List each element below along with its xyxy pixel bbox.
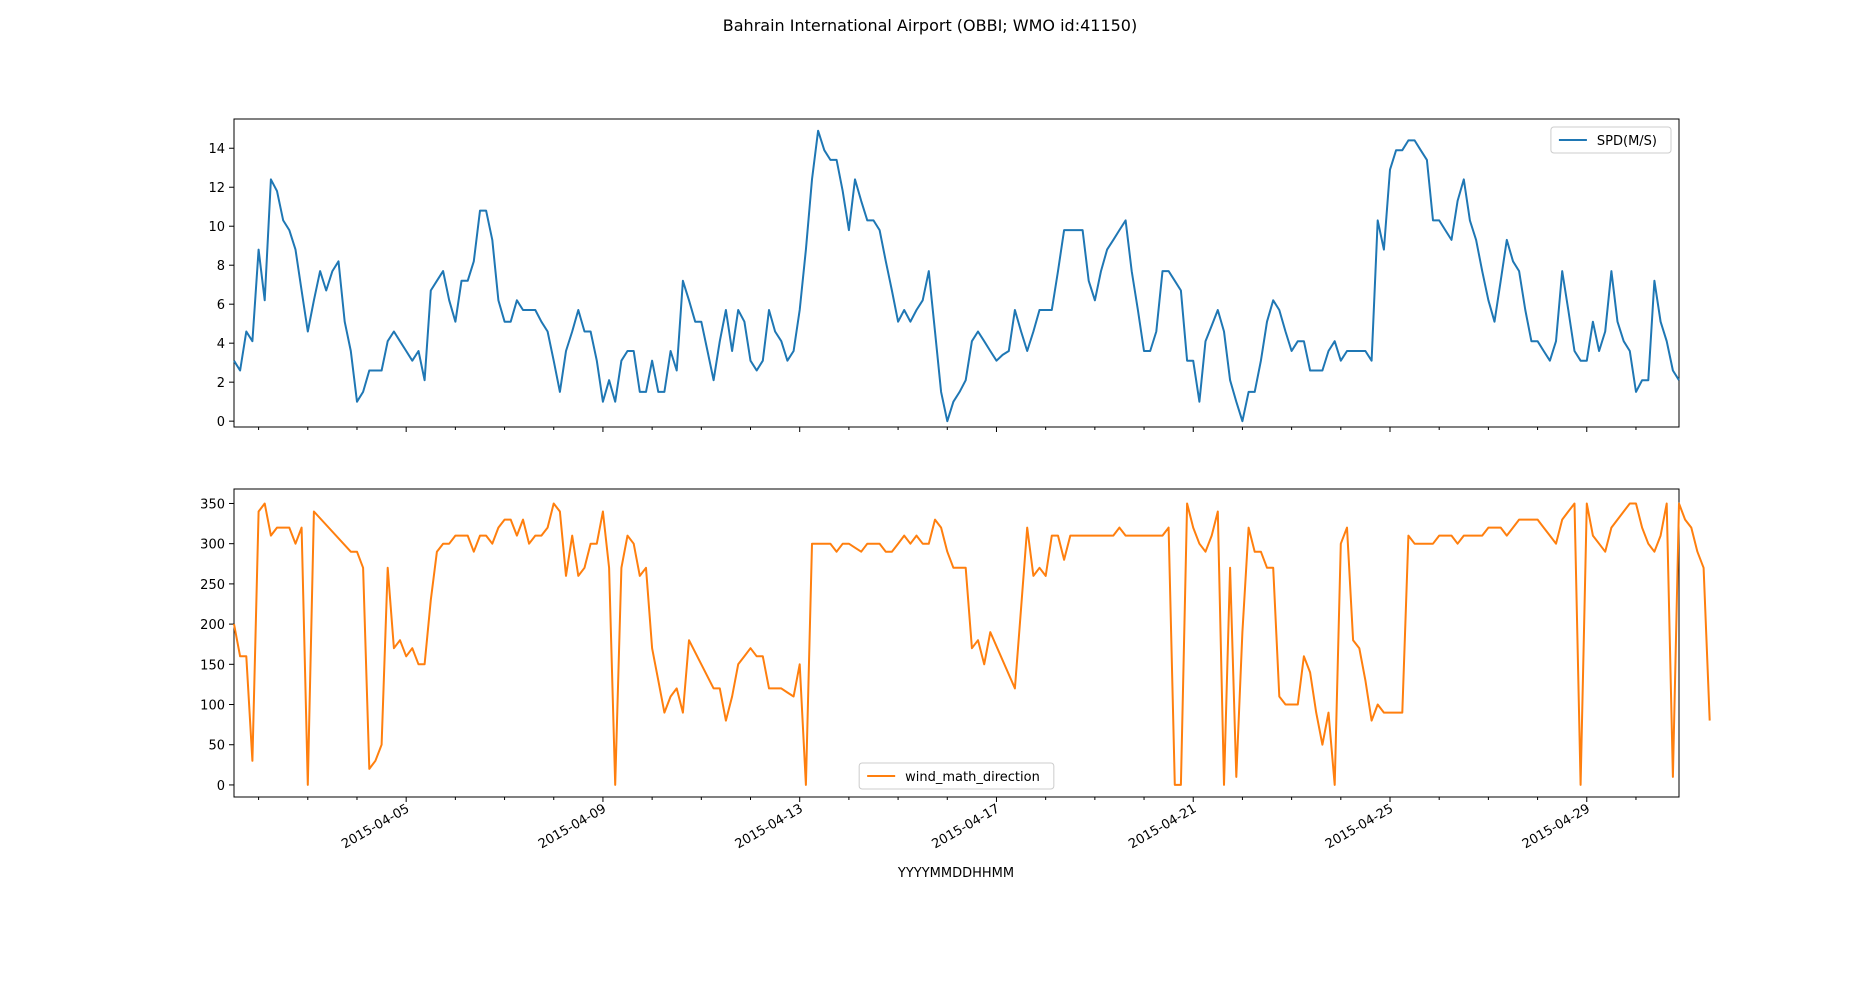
chart-title: Bahrain International Airport (OBBI; WMO…	[723, 16, 1137, 35]
y-tick-label: 150	[200, 658, 225, 673]
direction-y-axis: 0 50 100 150 200 250 300 350	[200, 497, 234, 794]
x-tick-label: 2015-04-21	[1126, 801, 1199, 852]
x-tick-label: 2015-04-09	[536, 801, 609, 852]
x-tick-label: 2015-04-13	[733, 801, 806, 852]
y-tick-label: 10	[208, 220, 225, 235]
y-tick-label: 2	[217, 376, 225, 391]
direction-legend-box	[858, 762, 1055, 790]
y-tick-label: 100	[200, 699, 225, 714]
speed-legend: SPD(M/S)	[1550, 126, 1672, 154]
y-tick-label: 6	[217, 298, 225, 313]
direction-legend-label: wind_math_direction	[905, 770, 1040, 785]
direction-plot-frame	[233, 488, 1680, 798]
y-tick-label: 0	[217, 779, 225, 794]
y-tick-label: 300	[200, 538, 225, 553]
y-tick-label: 350	[200, 497, 225, 512]
x-axis-label: YYYYMMDDHHMM	[897, 866, 1014, 881]
speed-panel: 0 2 4 6 8 10 12 14 SPD(M/S)	[208, 118, 1680, 432]
x-tick-label: 2015-04-05	[339, 801, 412, 852]
speed-series-line	[233, 129, 1680, 423]
direction-legend: wind_math_direction	[858, 762, 1055, 790]
y-tick-label: 50	[208, 739, 225, 754]
speed-y-axis: 0 2 4 6 8 10 12 14	[208, 142, 234, 430]
direction-series-line	[233, 502, 1711, 786]
speed-legend-label: SPD(M/S)	[1597, 134, 1657, 149]
y-tick-label: 250	[200, 578, 225, 593]
y-tick-label: 8	[217, 259, 225, 274]
x-tick-label: 2015-04-17	[930, 801, 1003, 852]
y-tick-label: 14	[208, 142, 225, 157]
y-tick-label: 4	[217, 337, 225, 352]
y-tick-label: 0	[217, 415, 225, 430]
direction-x-axis: 2015-04-05 2015-04-09 2015-04-13 2015-04-17…	[258, 797, 1637, 852]
y-tick-label: 200	[200, 618, 225, 633]
x-tick-label: 2015-04-25	[1323, 801, 1396, 852]
x-tick-label: 2015-04-29	[1520, 801, 1593, 852]
y-tick-label: 12	[208, 181, 225, 196]
speed-legend-box	[1550, 126, 1672, 154]
speed-x-axis	[258, 427, 1637, 432]
speed-plot-frame	[233, 118, 1680, 428]
